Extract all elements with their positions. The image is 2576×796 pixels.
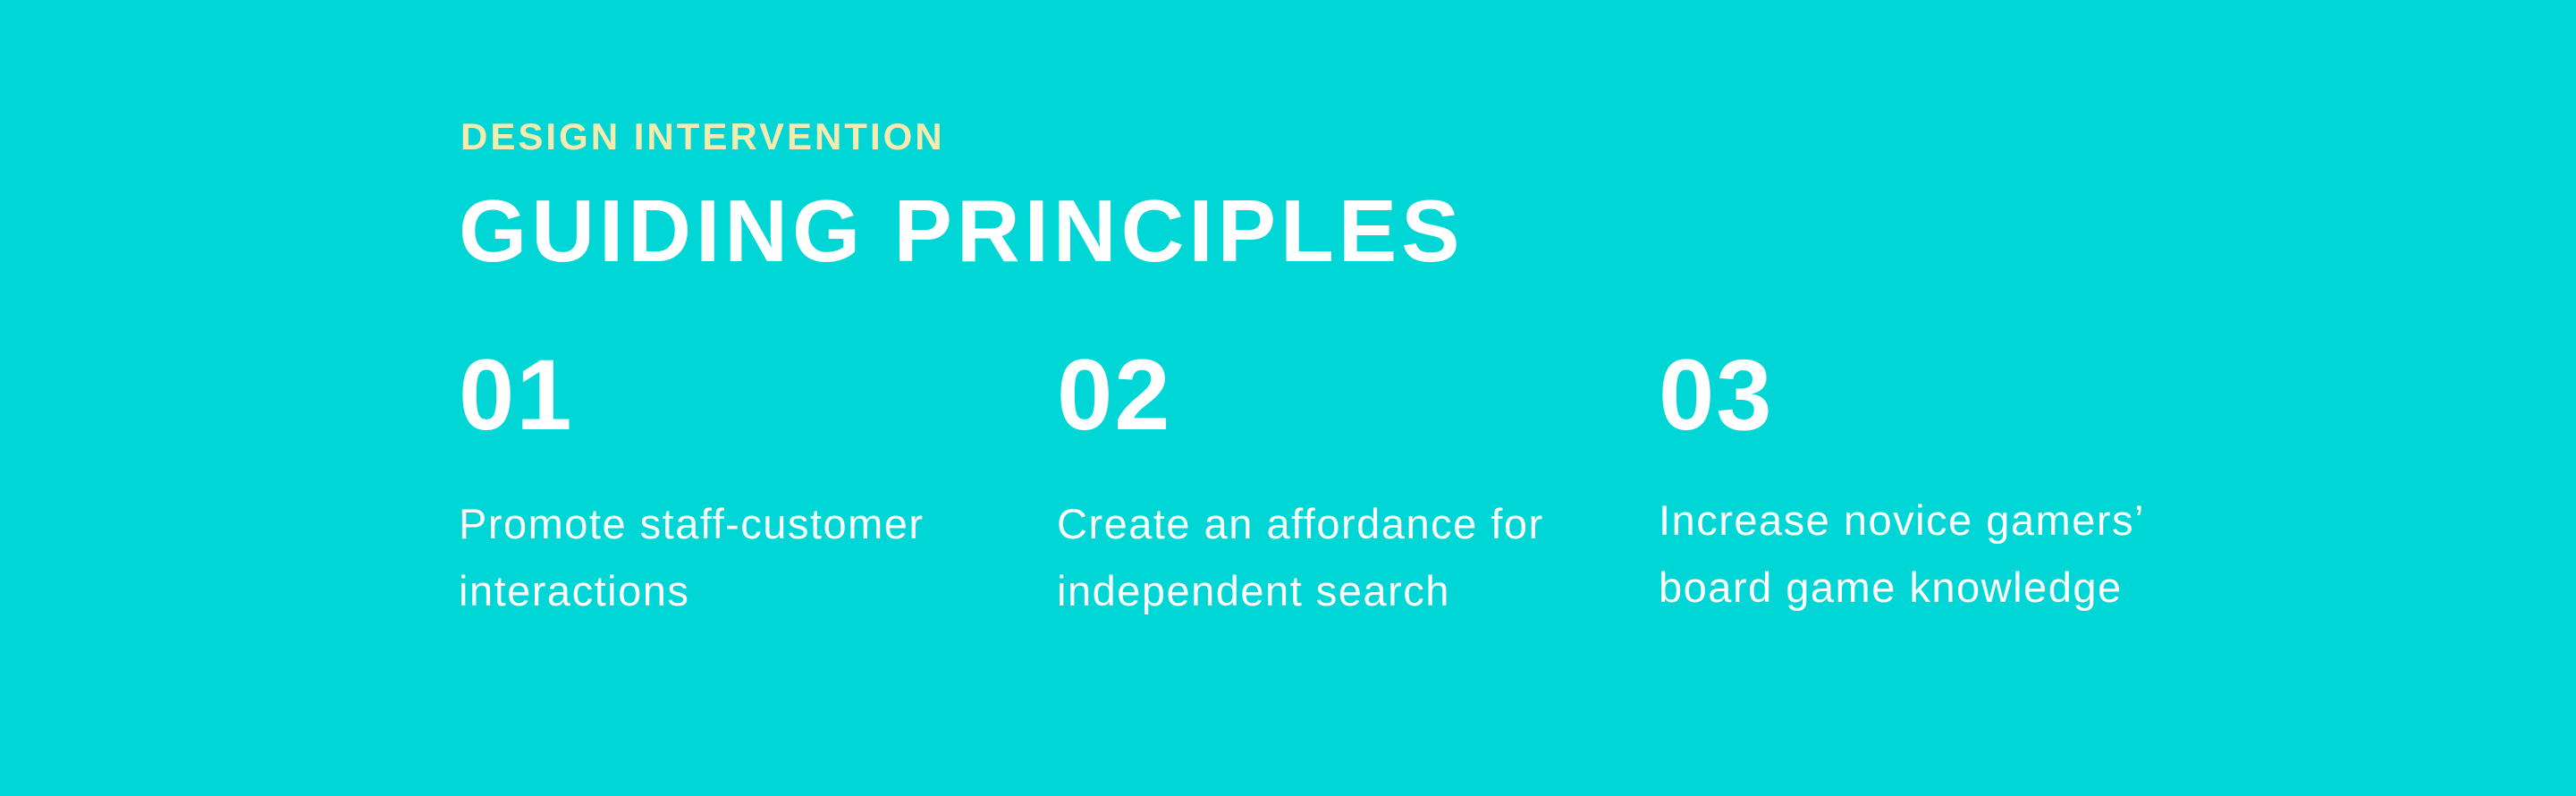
principle-item-3: 03 Increase novice gamers’ board game kn… xyxy=(1659,340,2195,621)
principle-number: 01 xyxy=(459,339,574,451)
section-eyebrow: DESIGN INTERVENTION xyxy=(460,115,945,157)
principle-number: 02 xyxy=(1057,339,1172,451)
principle-number: 03 xyxy=(1659,339,1774,451)
page-title: GUIDING PRINCIPLES xyxy=(459,182,1465,280)
principle-text: Promote staff-customer interactions xyxy=(459,500,925,614)
principle-item-2: 02 Create an affordance for independent … xyxy=(1057,340,1593,624)
principle-text: Create an affordance for independent sea… xyxy=(1057,500,1544,614)
principle-text: Increase novice gamers’ board game knowl… xyxy=(1659,496,2144,611)
principle-item-1: 01 Promote staff-customer interactions xyxy=(459,340,995,624)
